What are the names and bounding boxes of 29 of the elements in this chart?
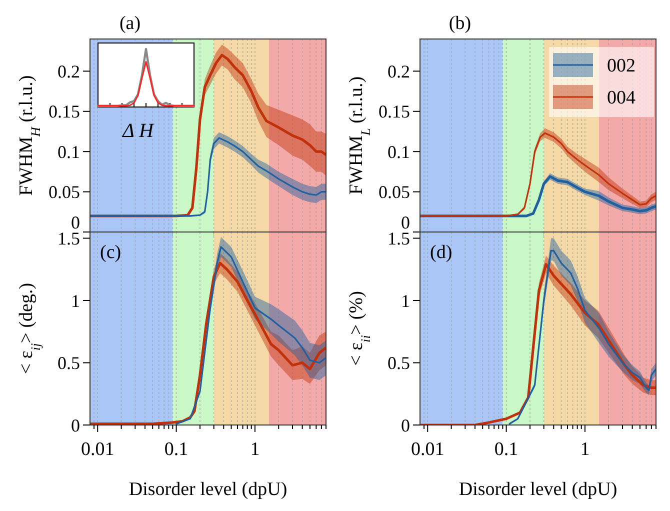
y-tick-label: 0.1 [58, 142, 80, 162]
x-tick-label: 0.1 [164, 439, 188, 460]
x-axis-title: Disorder level (dpU) [128, 479, 288, 500]
y-tick-label: 0.2 [388, 61, 410, 82]
x-tick-label: 0.01 [411, 439, 444, 460]
y-tick-label: 0.05 [378, 182, 410, 202]
text: (d) [430, 242, 452, 263]
chart-title: (b) [448, 13, 472, 34]
text: (c) [100, 242, 122, 263]
y-tick-label: 0.1 [388, 142, 410, 162]
x-tick-label: 1 [250, 439, 260, 460]
x-tick-label: 1 [580, 439, 590, 460]
x-tick-label: 0.1 [494, 439, 518, 460]
y-tick-label: 0.15 [48, 102, 80, 122]
y-tick-label: 1 [401, 290, 410, 311]
chart-title: (a) [119, 13, 141, 34]
y-tick-label: 0.15 [378, 102, 410, 122]
y-tick-label: 1 [71, 290, 80, 311]
y-tick-label: 0 [401, 415, 410, 436]
y-tick-label: 0.5 [388, 353, 410, 374]
legend-label: 002 [607, 56, 636, 77]
y-tick-label: 0.5 [58, 353, 80, 374]
legend-label: 004 [607, 88, 636, 109]
x-axis-title: Δ H [122, 120, 155, 142]
y-tick-label: 0 [71, 415, 80, 436]
x-axis-title: Disorder level (dpU) [458, 479, 618, 500]
x-tick-label: 0.01 [81, 439, 114, 460]
y-tick-label: 0.2 [58, 61, 80, 82]
y-tick-label: 0.05 [48, 182, 80, 202]
